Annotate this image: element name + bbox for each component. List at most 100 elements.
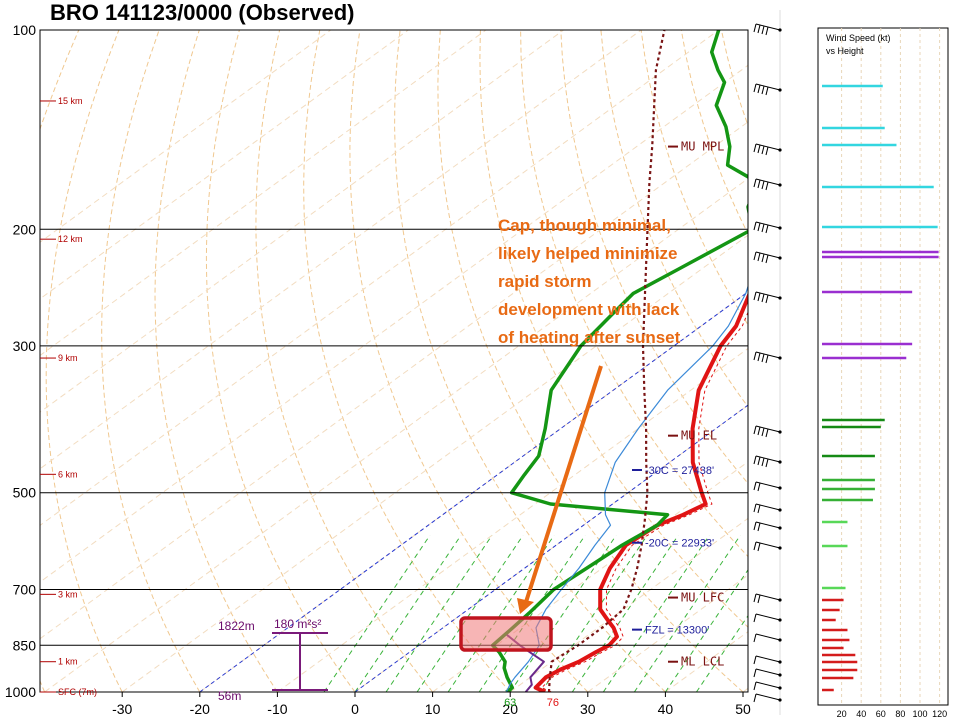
temperature-tick-label: 50 — [735, 701, 751, 717]
barb-flag — [757, 542, 761, 552]
barb-flag — [753, 521, 757, 531]
pressure-tick-label: 850 — [13, 637, 37, 653]
wind-barbs — [753, 10, 782, 715]
wind-barb — [753, 593, 782, 604]
mixing-ratio-line — [478, 535, 586, 692]
annotation-line: of heating after sunset — [498, 328, 681, 347]
annotation-arrowhead — [517, 598, 534, 614]
cap-annotation: Cap, though minimal, likely helped minimi… — [459, 216, 681, 652]
temperature-tick-label: 10 — [425, 701, 441, 717]
wind-barb — [753, 521, 782, 532]
barb-flag — [753, 83, 757, 93]
barb-station — [778, 256, 782, 260]
barb-flag — [753, 681, 757, 691]
helicity-bottom-height: 56m — [218, 689, 241, 703]
barb-station — [778, 698, 782, 702]
dry-adiabat — [349, 30, 589, 692]
barb-flag — [761, 85, 765, 95]
barb-station — [778, 486, 782, 490]
height-label: SFC (7m) — [58, 687, 97, 697]
cap-highlight-box — [459, 616, 553, 652]
pressure-tick-label: 1000 — [5, 684, 36, 700]
barb-staff — [755, 633, 781, 641]
skewt-grid — [40, 30, 748, 692]
wind-barb — [753, 291, 782, 304]
pressure-tick-label: 500 — [13, 485, 37, 501]
level-label: MU MPL — [681, 140, 724, 154]
barb-flag — [757, 594, 761, 604]
pressure-tick-label: 700 — [13, 581, 37, 597]
isotherm — [44, 177, 748, 692]
barb-station — [778, 460, 782, 464]
barb-flag — [765, 224, 769, 234]
barb-flag — [761, 293, 765, 303]
barb-station — [778, 88, 782, 92]
barb-flag — [757, 522, 761, 532]
plot-border — [39, 29, 749, 693]
barb-flag — [757, 222, 761, 232]
barb-flag — [753, 291, 757, 301]
dry-adiabat — [640, 30, 748, 326]
wind-panel-tick: 120 — [932, 709, 947, 719]
barb-staff — [755, 693, 781, 701]
wind-barb — [753, 23, 782, 36]
barb-flag — [753, 178, 757, 188]
dry-adiabat — [303, 30, 511, 692]
barb-flag — [753, 481, 757, 491]
barb-station — [778, 638, 782, 642]
level-label: -30C = 27438' — [645, 465, 714, 477]
level-label: ML LCL — [681, 655, 724, 669]
height-label: 3 km — [58, 589, 78, 599]
barb-flag — [753, 693, 757, 703]
surface-value-label: 76 — [547, 697, 559, 709]
barb-station — [778, 148, 782, 152]
wind-barb — [753, 221, 782, 234]
barb-flag — [753, 425, 757, 435]
barb-flag — [765, 26, 769, 36]
temperature-tick-label: 40 — [658, 701, 674, 717]
barb-flag — [757, 482, 761, 492]
wind-barb — [753, 693, 782, 703]
barb-station — [778, 183, 782, 187]
barb-flag — [761, 145, 765, 155]
wind-barb — [753, 633, 782, 643]
barb-station — [778, 28, 782, 32]
height-label: 6 km — [58, 469, 78, 479]
mixing-ratio-line — [602, 535, 710, 692]
level-label: MU LFC — [681, 591, 724, 605]
mixing-ratio-line — [416, 535, 524, 692]
wind-barb — [753, 655, 782, 665]
height-label: 15 km — [58, 96, 83, 106]
barb-flag — [753, 613, 757, 623]
wind-speed-panel: 20 40 60 80 100 120 Wind Speed (kt) vs Height — [817, 27, 949, 719]
barb-flag — [753, 143, 757, 153]
barb-flag — [753, 668, 757, 678]
wind-barb — [753, 481, 782, 492]
wind-panel-tick: 40 — [856, 709, 866, 719]
barb-staff — [755, 681, 781, 689]
parcel-trace — [547, 30, 666, 692]
dry-adiabat — [479, 30, 748, 628]
dry-adiabat — [600, 30, 748, 408]
pressure-tick-label: 200 — [13, 221, 37, 237]
wind-panel-tick: 20 — [837, 709, 847, 719]
virtual-temperature-profile — [540, 311, 748, 692]
mixing-ratio-line — [354, 535, 462, 692]
barb-station — [778, 598, 782, 602]
helicity-top-height: 1822m — [218, 619, 255, 633]
dry-adiabat — [154, 30, 278, 692]
barb-flag — [757, 84, 761, 94]
barb-station — [778, 226, 782, 230]
wind-barb — [753, 83, 782, 96]
wind-panel-frame — [817, 27, 949, 706]
height-label: 9 km — [58, 353, 78, 363]
barb-flag — [753, 633, 757, 643]
barb-staff — [755, 613, 781, 621]
barb-flag — [753, 655, 757, 665]
surface-value-label: 63 — [504, 697, 516, 709]
isotherm — [40, 30, 720, 527]
barb-flag — [765, 181, 769, 191]
barb-flag — [761, 25, 765, 35]
barb-flag — [765, 86, 769, 96]
barb-station — [778, 686, 782, 690]
